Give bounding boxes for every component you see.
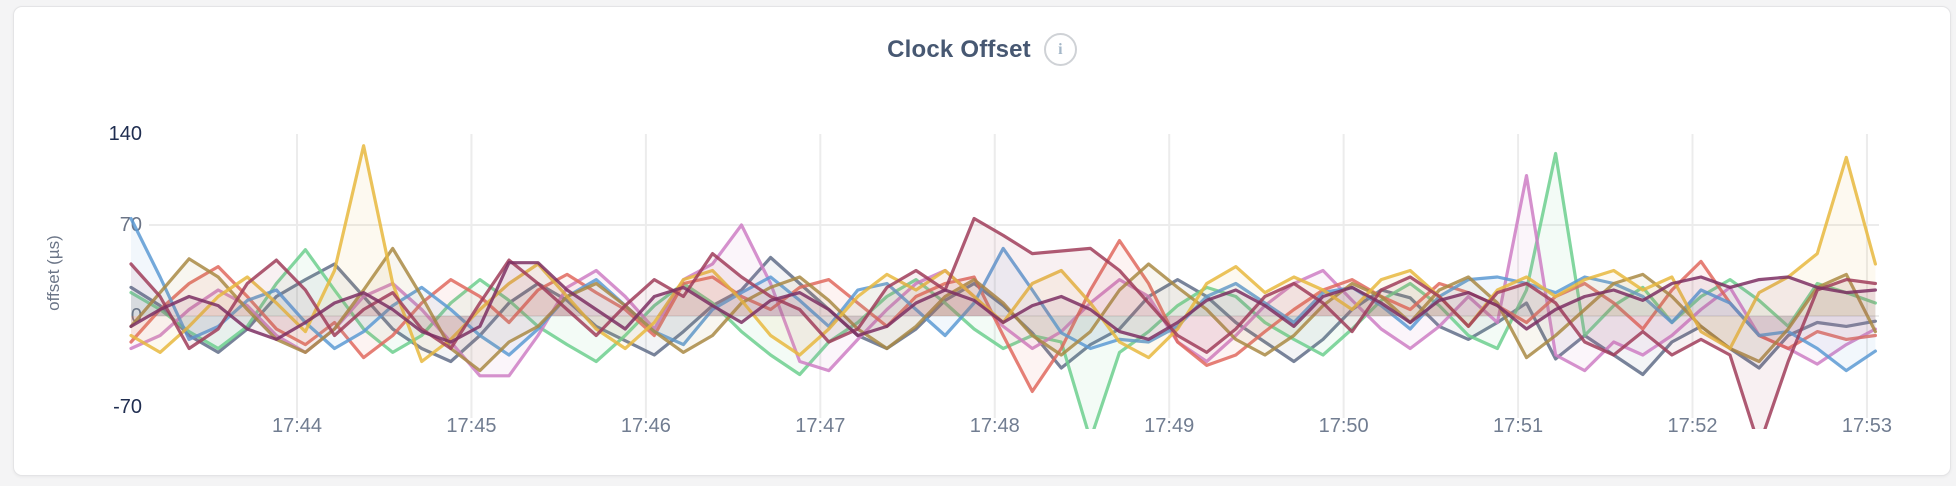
y-tick-label: 140 — [108, 123, 142, 145]
chart-header: Clock Offset i — [14, 33, 1950, 66]
series-line-green — [129, 151, 1878, 429]
x-tick-label: 17:50 — [1318, 415, 1369, 437]
series-line-maroon — [129, 216, 1878, 429]
x-tick-label: 17:53 — [1841, 415, 1892, 437]
x-axis-ticks: 17:44 17:45 17:46 17:47 17:48 17:49 17:50 17:51… — [14, 415, 1950, 443]
x-tick-label: 17:47 — [795, 415, 846, 437]
x-tick-label: 17:48 — [969, 415, 1020, 437]
x-tick-label: 17:44 — [271, 415, 323, 437]
series-line-magenta — [129, 173, 1878, 378]
x-tick-label: 17:52 — [1667, 415, 1718, 437]
x-tick-label: 17:46 — [620, 415, 671, 437]
series-line-salmon — [129, 239, 1878, 393]
series-line-blue — [129, 216, 1878, 373]
y-tick-label: -70 — [113, 396, 142, 418]
x-tick-label: 17:51 — [1493, 415, 1544, 437]
y-tick-label: 0 — [130, 305, 142, 327]
series-line-purple — [129, 261, 1878, 344]
series-area-blue — [131, 218, 1876, 371]
plot-area[interactable] — [123, 97, 1879, 429]
chart-card: Clock Offset i offset (µs) 140 70 0 -70 17:… — [13, 6, 1951, 476]
series-line-olive — [129, 246, 1878, 373]
chart-title: Clock Offset — [887, 35, 1031, 63]
series-area-slate — [131, 257, 1876, 375]
x-tick-label: 17:49 — [1144, 415, 1195, 437]
series-area-maroon — [131, 218, 1876, 429]
series-area-olive — [131, 248, 1876, 371]
x-tick-label: 17:45 — [446, 415, 497, 437]
series-area-salmon — [131, 240, 1876, 392]
info-icon[interactable]: i — [1043, 33, 1077, 66]
